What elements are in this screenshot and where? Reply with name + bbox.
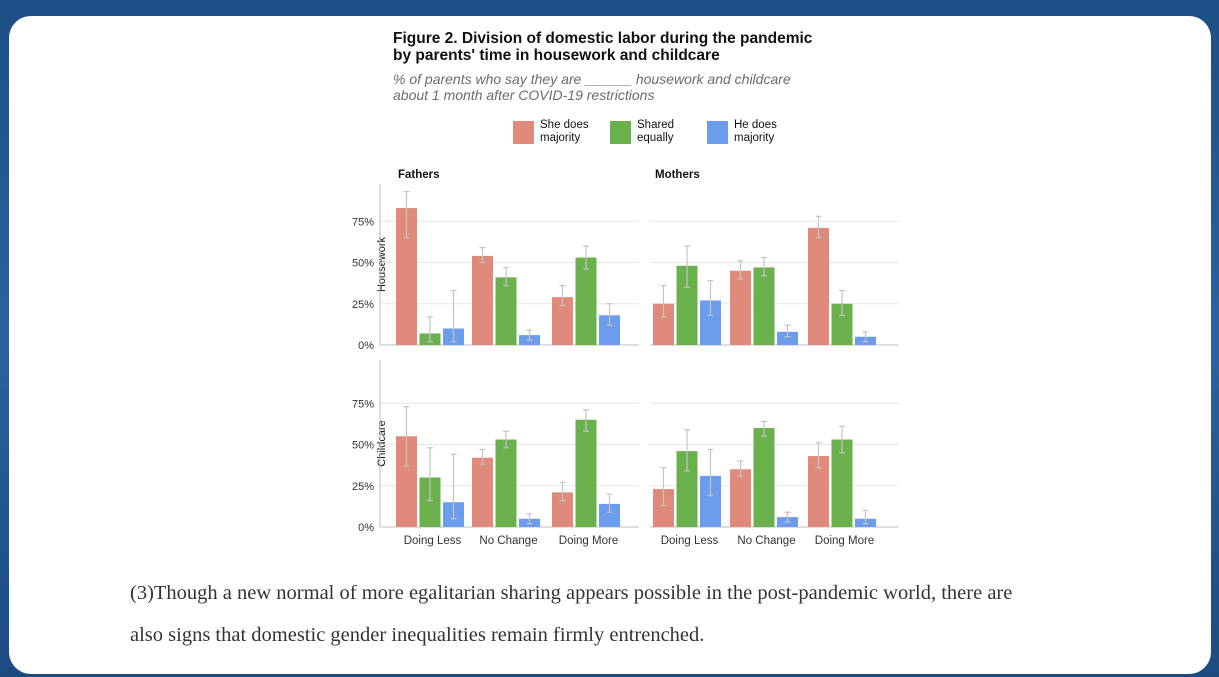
paragraph-line-1: (3)Though a new normal of more egalitari…	[130, 582, 1013, 604]
bar-mothers-housework-0-1	[676, 265, 698, 345]
legend-label-shared: Shared equally	[637, 119, 675, 144]
legend-label-she: She does majority	[540, 119, 589, 144]
bar-mothers-childcare-2-0	[808, 456, 829, 527]
legend-swatch-she	[513, 120, 534, 144]
y-tick-label-fathers-childcare-0: 0%	[358, 522, 374, 534]
facet-label-fathers: Fathers	[398, 169, 440, 181]
content-card: Figure 2. Division of domestic labor dur…	[9, 16, 1211, 674]
facet-label-housework: Housework	[376, 236, 388, 292]
bar-mothers-childcare-0-0	[653, 489, 674, 527]
legend-swatch-shared	[610, 120, 631, 144]
x-tick-label-fathers-1: No Change	[479, 535, 537, 547]
bar-mothers-housework-0-2	[700, 300, 721, 345]
chart-legend: She does majority Shared equally He does…	[513, 117, 794, 147]
figure-title-line-2: by parents' time in housework and childc…	[393, 47, 720, 64]
figure-title-line-1: Figure 2. Division of domestic labor dur…	[393, 30, 813, 47]
bar-mothers-housework-2-0	[808, 227, 829, 345]
legend-label-he: He does majority	[734, 119, 777, 144]
bar-mothers-housework-0-0	[653, 303, 674, 345]
bar-fathers-housework-2-1	[575, 257, 597, 345]
y-tick-label-fathers-childcare-2: 50%	[352, 440, 374, 452]
legend-item-he: He does majority	[707, 119, 794, 145]
x-tick-label-mothers-2: Doing More	[815, 535, 874, 547]
y-tick-label-fathers-housework-1: 25%	[352, 299, 374, 311]
bar-mothers-housework-1-0	[730, 270, 751, 345]
bar-fathers-childcare-2-0	[552, 492, 573, 527]
bar-fathers-childcare-2-1	[575, 419, 597, 527]
bar-mothers-housework-1-2	[777, 331, 798, 345]
bar-fathers-childcare-1-0	[472, 457, 493, 527]
legend-item-shared: Shared equally	[610, 119, 697, 145]
bar-fathers-housework-2-0	[552, 297, 573, 345]
y-tick-label-fathers-childcare-1: 25%	[352, 481, 374, 493]
figure-subtitle: % of parents who say they are ______ hou…	[393, 71, 791, 103]
bar-fathers-childcare-0-1	[419, 477, 441, 527]
bar-mothers-childcare-2-1	[831, 439, 853, 527]
bar-mothers-childcare-0-1	[676, 451, 698, 527]
y-tick-label-fathers-housework-0: 0%	[358, 340, 374, 352]
x-tick-label-fathers-0: Doing Less	[404, 535, 462, 547]
facet-label-mothers: Mothers	[655, 169, 700, 181]
body-paragraph: (3)Though a new normal of more egalitari…	[130, 572, 1140, 656]
facet-label-childcare: Childcare	[376, 420, 388, 466]
bar-fathers-housework-1-1	[495, 277, 517, 345]
y-tick-label-fathers-childcare-3: 75%	[352, 398, 374, 410]
bar-fathers-childcare-1-1	[495, 439, 517, 527]
x-tick-label-mothers-1: No Change	[737, 535, 795, 547]
y-tick-label-fathers-housework-3: 75%	[352, 216, 374, 228]
bar-fathers-childcare-0-0	[396, 436, 417, 527]
bar-fathers-childcare-2-2	[599, 503, 620, 527]
figure-subtitle-line-2: about 1 month after COVID-19 restriction…	[393, 87, 655, 103]
bar-mothers-housework-1-1	[753, 267, 775, 345]
bar-mothers-housework-2-1	[831, 303, 853, 345]
legend-swatch-he	[707, 120, 728, 144]
bar-mothers-childcare-1-0	[730, 469, 751, 527]
bar-mothers-childcare-1-1	[753, 428, 775, 527]
bar-mothers-childcare-0-2	[700, 475, 721, 527]
legend-item-she: She does majority	[513, 119, 600, 145]
figure-title: Figure 2. Division of domestic labor dur…	[393, 30, 812, 64]
figure-subtitle-line-1: % of parents who say they are ______ hou…	[393, 71, 791, 87]
paragraph-line-2: also signs that domestic gender inequali…	[130, 624, 705, 646]
bar-fathers-housework-0-0	[396, 208, 417, 345]
bar-fathers-housework-1-0	[472, 255, 493, 345]
x-tick-label-fathers-2: Doing More	[559, 535, 618, 547]
bar-fathers-housework-2-2	[599, 315, 620, 345]
faceted-bar-chart: Fathers Mothers Housework Childcare 0% 25% 50%…	[352, 169, 899, 547]
y-tick-label-fathers-housework-2: 50%	[352, 258, 374, 270]
x-tick-label-mothers-0: Doing Less	[661, 535, 719, 547]
